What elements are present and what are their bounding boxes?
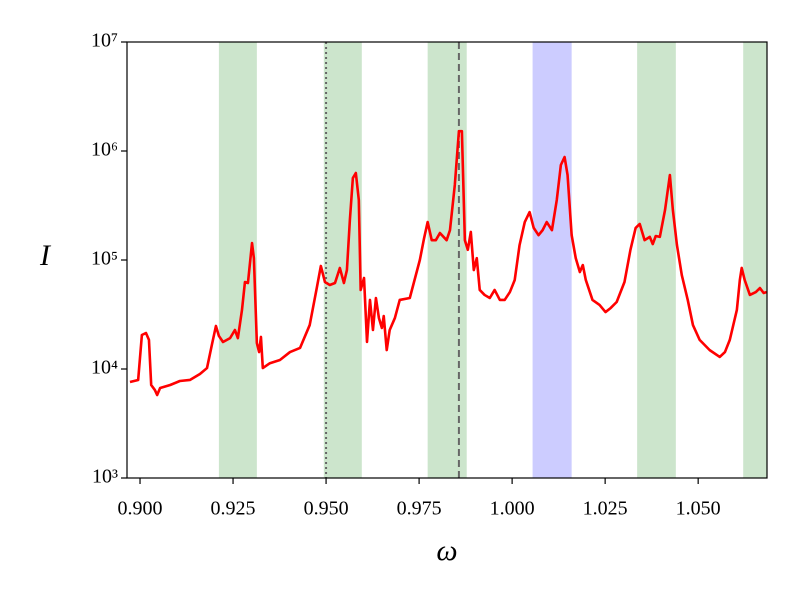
shaded-band [323,42,362,478]
x-tick-label: 1.025 [583,498,628,520]
x-tick-label: 1.000 [490,498,535,520]
y-tick-label: 10⁷ [91,30,118,52]
shaded-band [743,42,767,478]
x-tick-label: 1.050 [676,498,721,520]
x-axis-label: ω [436,534,457,567]
data-line [129,129,767,397]
y-tick-label: 10³ [92,466,118,488]
y-tick-label: 10⁶ [91,139,118,161]
shaded-band [532,42,572,478]
x-tick-label: 0.925 [211,498,256,520]
x-tick-label: 0.975 [397,498,442,520]
x-tick-label: 0.900 [118,498,163,520]
plot-area [129,42,767,478]
x-tick-label: 0.950 [304,498,349,520]
shaded-band [637,42,676,478]
shaded-band [427,42,467,478]
y-tick-label: 10⁴ [91,357,118,379]
y-tick-label: 10⁵ [91,248,118,270]
y-axis-label: I [39,239,52,272]
